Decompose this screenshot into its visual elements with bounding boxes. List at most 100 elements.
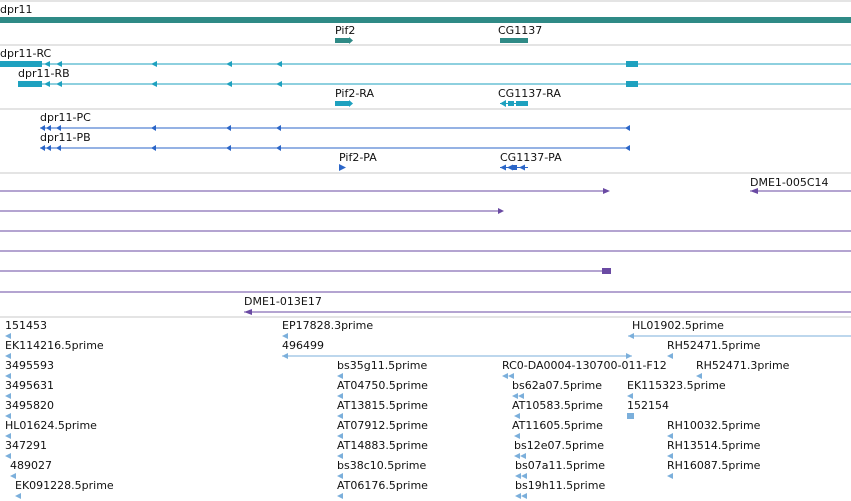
- est-arrow[interactable]: [5, 453, 11, 459]
- est-box[interactable]: [627, 413, 634, 419]
- est-arrow[interactable]: [5, 333, 11, 339]
- est-label: RH13514.5prime: [667, 439, 761, 452]
- est-496499[interactable]: [282, 353, 632, 359]
- est-arrow[interactable]: [515, 493, 527, 499]
- protein-label-pif2-pa: Pif2-PA: [339, 151, 377, 164]
- est-arrow[interactable]: [5, 433, 11, 439]
- est-arrow[interactable]: [337, 413, 343, 419]
- est-hl01902[interactable]: [628, 333, 851, 339]
- est-arrow[interactable]: [337, 393, 343, 399]
- est-label: AT04750.5prime: [337, 379, 428, 392]
- est-arrow[interactable]: [5, 373, 11, 379]
- protein-dpr11-pb[interactable]: [40, 145, 630, 151]
- protein-label-cg1137-pa: CG1137-PA: [500, 151, 562, 164]
- clone-label-dme1-005c14: DME1-005C14: [750, 176, 829, 189]
- est-label: 489027: [10, 459, 52, 472]
- est-arrow[interactable]: [514, 433, 520, 439]
- gene-label-pif2: Pif2: [335, 24, 355, 37]
- gene-label-dpr11: dpr11: [0, 3, 32, 16]
- est-label: HL01902.5prime: [632, 319, 724, 332]
- protein-cg1137-pa[interactable]: [500, 164, 528, 171]
- clone-row[interactable]: [0, 268, 611, 274]
- est-label: AT13815.5prime: [337, 399, 428, 412]
- transcript-pif2-ra[interactable]: [335, 100, 353, 107]
- est-label: 3495593: [5, 359, 54, 372]
- est-label: 3495820: [5, 399, 54, 412]
- est-label: bs62a07.5prime: [512, 379, 602, 392]
- est-arrow[interactable]: [515, 473, 527, 479]
- est-arrow[interactable]: [337, 473, 343, 479]
- est-label: RH52471.5prime: [667, 339, 761, 352]
- est-label: 347291: [5, 439, 47, 452]
- est-arrow[interactable]: [10, 473, 16, 479]
- est-label: EK114216.5prime: [5, 339, 104, 352]
- est-arrow[interactable]: [667, 353, 673, 359]
- est-arrow[interactable]: [502, 373, 514, 379]
- gene-label-cg1137: CG1137: [498, 24, 542, 37]
- transcript-label-dpr11-rc: dpr11-RC: [0, 47, 52, 60]
- clone-dme1-013e17[interactable]: [244, 309, 851, 315]
- est-label: bs35g11.5prime: [337, 359, 427, 372]
- clone-label-dme1-013e17: DME1-013E17: [244, 295, 322, 308]
- est-arrow[interactable]: [667, 473, 673, 479]
- transcript-label-pif2-ra: Pif2-RA: [335, 87, 374, 100]
- gene-bar-pif2[interactable]: [335, 38, 349, 43]
- protein-pif2-pa[interactable]: [339, 164, 346, 171]
- est-label: RH52471.3prime: [696, 359, 790, 372]
- est-arrow[interactable]: [15, 493, 21, 499]
- est-arrow[interactable]: [5, 413, 11, 419]
- protein-track: dpr11-PC dpr11-PB Pif2-PA CG1137-: [0, 111, 851, 174]
- protein-label-dpr11-pc: dpr11-PC: [40, 111, 91, 124]
- est-arrow[interactable]: [514, 413, 520, 419]
- est-arrow[interactable]: [282, 333, 288, 339]
- transcript-label-dpr11-rb: dpr11-RB: [18, 67, 70, 80]
- est-label: AT10583.5prime: [512, 399, 603, 412]
- est-label: RH16087.5prime: [667, 459, 761, 472]
- clone-dme1-005c14[interactable]: [750, 188, 851, 194]
- gene-arrow-pif2: [349, 37, 353, 44]
- est-arrow[interactable]: [5, 393, 11, 399]
- transcript-track: dpr11-RC dpr11-RB Pif2-RA: [0, 47, 851, 110]
- est-label: AT14883.5prime: [337, 439, 428, 452]
- est-arrow[interactable]: [337, 453, 343, 459]
- est-arrow[interactable]: [627, 393, 633, 399]
- est-arrow[interactable]: [337, 433, 343, 439]
- gene-bar-dpr11[interactable]: [0, 17, 851, 23]
- est-arrow[interactable]: [667, 433, 673, 439]
- est-label: AT11605.5prime: [512, 419, 603, 432]
- est-label: EK115323.5prime: [627, 379, 726, 392]
- transcript-dpr11-rb[interactable]: [18, 81, 851, 87]
- clone-track: DME1-005C14 DME1-013E17: [0, 176, 851, 318]
- gene-bar-cg1137[interactable]: [500, 38, 528, 43]
- est-arrow[interactable]: [337, 373, 343, 379]
- est-label: RH10032.5prime: [667, 419, 761, 432]
- est-arrow[interactable]: [514, 453, 526, 459]
- est-arrow[interactable]: [667, 453, 673, 459]
- est-arrow[interactable]: [512, 393, 524, 399]
- est-label: bs07a11.5prime: [515, 459, 605, 472]
- est-arrow[interactable]: [5, 353, 11, 359]
- transcript-dpr11-rc[interactable]: [0, 61, 851, 67]
- est-label: AT06176.5prime: [337, 479, 428, 492]
- clone-row[interactable]: [0, 208, 504, 214]
- transcript-label-cg1137-ra: CG1137-RA: [498, 87, 561, 100]
- est-arrow[interactable]: [337, 493, 343, 499]
- gene-track: dpr11 Pif2 CG1137: [0, 0, 851, 46]
- protein-label-dpr11-pb: dpr11-PB: [40, 131, 91, 144]
- clone-row[interactable]: [0, 188, 610, 194]
- transcript-cg1137-ra[interactable]: [500, 100, 528, 107]
- est-label: 151453: [5, 319, 47, 332]
- est-track: 151453 EK114216.5prime 3495593 3495631 3…: [5, 319, 851, 499]
- est-label: HL01624.5prime: [5, 419, 97, 432]
- est-label: bs38c10.5prime: [337, 459, 427, 472]
- est-label: 496499: [282, 339, 324, 352]
- est-label: 152154: [627, 399, 669, 412]
- est-label: RC0-DA0004-130700-011-F12: [502, 359, 667, 372]
- protein-dpr11-pc[interactable]: [40, 125, 630, 131]
- est-label: EP17828.3prime: [282, 319, 373, 332]
- est-label: AT07912.5prime: [337, 419, 428, 432]
- est-label: 3495631: [5, 379, 54, 392]
- est-arrow[interactable]: [696, 373, 702, 379]
- est-label: bs19h11.5prime: [515, 479, 605, 492]
